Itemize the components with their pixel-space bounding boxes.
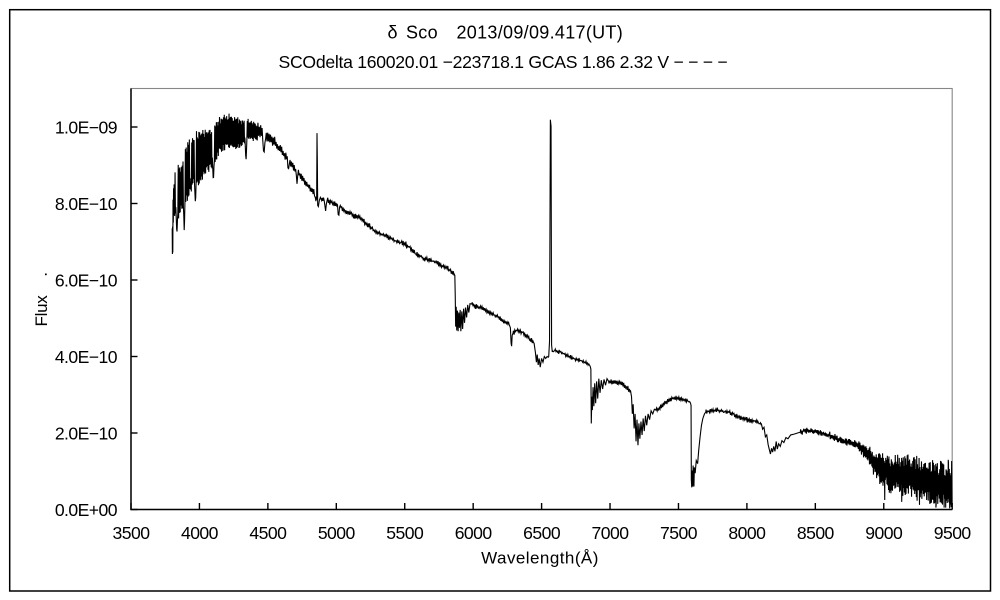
svg-text:7500: 7500 bbox=[660, 523, 698, 543]
svg-text:9500: 9500 bbox=[934, 523, 972, 543]
svg-text:4.0E−10: 4.0E−10 bbox=[55, 347, 118, 367]
svg-text:4500: 4500 bbox=[249, 523, 287, 543]
svg-text:Wavelength(Å): Wavelength(Å) bbox=[481, 549, 599, 568]
svg-text:6.0E−10: 6.0E−10 bbox=[55, 270, 118, 290]
svg-text:8.0E−10: 8.0E−10 bbox=[55, 194, 118, 214]
svg-text:Sco: Sco bbox=[406, 23, 438, 43]
svg-text:5500: 5500 bbox=[386, 523, 424, 543]
svg-text:9000: 9000 bbox=[865, 523, 903, 543]
svg-text:0.0E+00: 0.0E+00 bbox=[55, 500, 118, 520]
svg-text:8500: 8500 bbox=[797, 523, 835, 543]
svg-text:3500: 3500 bbox=[113, 523, 151, 543]
svg-text:2.0E−10: 2.0E−10 bbox=[55, 423, 118, 443]
svg-text:SCOdelta 160020.01 −223718.1 G: SCOdelta 160020.01 −223718.1 GCAS 1.86 2… bbox=[279, 52, 728, 72]
svg-text:δ: δ bbox=[388, 23, 398, 43]
svg-text:8000: 8000 bbox=[728, 523, 766, 543]
svg-text:6500: 6500 bbox=[523, 523, 561, 543]
svg-text:2013/09/09.417(UT): 2013/09/09.417(UT) bbox=[457, 23, 624, 43]
svg-text:6000: 6000 bbox=[455, 523, 493, 543]
svg-text:5000: 5000 bbox=[318, 523, 356, 543]
svg-text:1.0E−09: 1.0E−09 bbox=[55, 117, 117, 137]
svg-text:7000: 7000 bbox=[592, 523, 630, 543]
svg-text:4000: 4000 bbox=[181, 523, 219, 543]
svg-text:Flux: Flux bbox=[32, 295, 51, 327]
